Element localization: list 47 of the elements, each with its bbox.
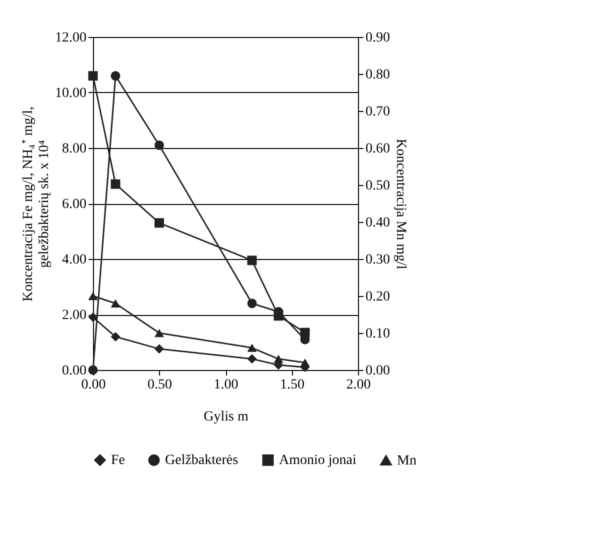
x-tick-label: 2.00 <box>346 378 371 392</box>
point <box>274 311 284 321</box>
y-tick-label: 10.00 <box>55 86 86 101</box>
y-tick-label: 6.00 <box>62 197 86 212</box>
point <box>247 298 257 308</box>
x-tick-label: 1.00 <box>214 378 238 392</box>
y2-tick-label: 0.10 <box>366 326 390 342</box>
point <box>300 358 310 367</box>
point <box>110 71 120 81</box>
point <box>247 344 257 352</box>
point <box>154 140 164 150</box>
y2-tick-label: 0.90 <box>366 30 390 46</box>
point <box>300 328 310 338</box>
point <box>274 354 284 364</box>
y-tick-label: 12.00 <box>55 30 86 46</box>
legend-label: Amonio jonai <box>279 453 356 468</box>
y-tick-label: 2.00 <box>62 308 86 323</box>
y2-tick-label: 0.80 <box>366 68 390 82</box>
y-axis-title: Koncentracija Fe mg/l, NH₄⁺ mg/l, geležbakterių sk. x 10⁴ <box>21 106 52 302</box>
y2-axis-title: Koncentracija Mn mg/l <box>393 138 408 270</box>
point <box>154 218 164 228</box>
point <box>154 344 164 354</box>
y-tick-label: 0.00 <box>62 364 86 378</box>
point <box>110 332 120 342</box>
x-tick-label: 1.50 <box>280 378 304 392</box>
x-tick-label: 0.00 <box>81 378 106 392</box>
x-axis-title: Gylis m <box>204 410 248 424</box>
x-tick-label: 0.50 <box>148 378 172 392</box>
point <box>247 354 257 364</box>
y2-tick-label: 0.60 <box>366 142 390 156</box>
legend-label: Fe <box>111 453 125 468</box>
point <box>88 292 98 300</box>
legend-label: Gelžbakterės <box>165 453 238 468</box>
point <box>88 71 98 81</box>
y-tick-label: 4.00 <box>62 252 86 268</box>
y2-tick-label: 0.30 <box>366 252 390 268</box>
y2-tick-label: 0.00 <box>366 364 390 378</box>
point <box>110 299 120 308</box>
point <box>154 328 164 338</box>
point <box>110 179 120 189</box>
y2-tick-label: 0.20 <box>366 290 390 304</box>
y2-tick-label: 0.50 <box>366 178 390 194</box>
y-tick-label: 8.00 <box>62 142 86 156</box>
legend-label: Mn <box>397 453 416 468</box>
y2-tick-label: 0.40 <box>366 216 390 230</box>
y2-tick-label: 0.70 <box>366 104 390 120</box>
point <box>247 256 257 266</box>
